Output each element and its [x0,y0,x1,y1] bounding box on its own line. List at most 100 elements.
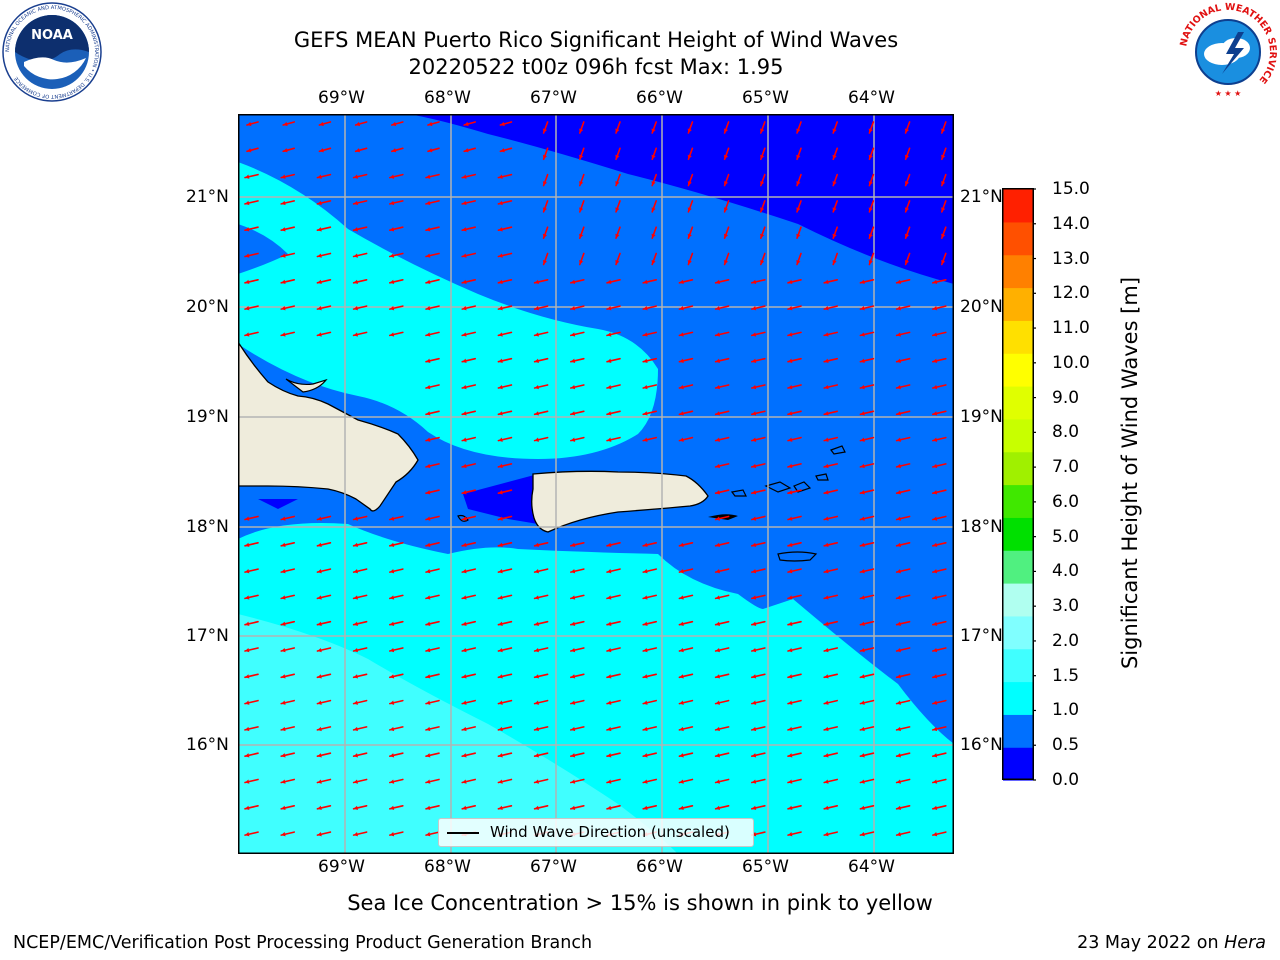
wave-direction-arrowhead [426,595,431,600]
wave-direction-arrowhead [904,154,910,160]
wave-direction-arrowhead [579,154,584,160]
wave-direction-arrowhead [283,148,288,153]
wave-direction-arrowhead [534,384,539,390]
colorbar-tick-label: 14.0 [1052,213,1090,234]
wave-direction-arrowhead [607,358,612,363]
wave-direction-arrowhead [355,148,361,153]
colorbar-tick-label: 3.0 [1052,596,1080,617]
wave-direction-arrowhead [462,700,467,705]
wave-direction-arrowhead [788,411,793,416]
wave-direction-arrowhead [788,279,793,285]
wave-direction-arrowhead [788,437,793,442]
colorbar-band [1003,451,1033,486]
wave-direction-arrowhead [715,805,720,811]
wave-direction-arrowhead [932,779,938,784]
wave-direction-arrowhead [715,516,720,521]
wave-direction-arrowhead [824,358,829,363]
wave-direction-arrowhead [498,516,503,521]
lat-tick-right: 16°N [960,735,1003,755]
wave-direction-arrowhead [796,233,801,239]
wave-direction-arrowhead [498,805,503,811]
wave-direction-arrowhead [788,779,793,784]
wave-direction-arrowhead [932,279,938,285]
lon-tick-top: 68°W [424,88,471,108]
wave-direction-arrowhead [426,332,431,337]
wave-direction-arrowhead [896,306,901,311]
wave-direction-arrowhead [353,174,358,179]
wave-direction-arrowhead [462,569,467,574]
wave-direction-arrowhead [281,253,286,258]
wave-direction-arrowhead [687,233,692,239]
wave-direction-arrowhead [643,279,648,285]
colorbar-band [1003,583,1033,617]
wave-direction-arrowhead [462,595,467,600]
wave-direction-arrowhead [281,516,286,521]
wave-direction-arrowhead [715,358,720,363]
wave-direction-arrowhead [723,233,729,239]
wave-direction-arrowhead [679,542,684,548]
wave-direction-arrowhead [570,621,576,626]
colorbar-tick-label: 6.0 [1052,491,1080,512]
wave-direction-arrowhead [679,437,684,442]
colorbar-tick-label: 12.0 [1052,283,1090,304]
wave-direction-arrowhead [426,279,431,285]
wave-direction-arrowhead [281,779,286,784]
wave-direction-arrowhead [860,779,865,784]
wave-direction-arrowhead [245,542,250,548]
wave-direction-arrowhead [723,154,729,160]
wave-direction-arrowhead [751,358,757,363]
wave-direction-arrowhead [245,805,250,811]
wave-direction-arrowhead [498,726,503,732]
wave-direction-arrowhead [788,542,793,548]
colorbar-band [1003,615,1033,650]
wave-direction-arrowhead [353,621,358,626]
wave-direction-arrowhead [500,121,505,127]
wave-direction-arrowhead [715,332,720,337]
wave-direction-arrowhead [353,253,358,258]
wave-direction-arrowhead [796,259,801,265]
colorbar-tick-label: 13.0 [1052,248,1090,269]
wave-direction-arrowhead [281,595,286,600]
wave-direction-arrowhead [723,259,729,265]
wave-direction-arrowhead [896,805,901,811]
wave-direction-arrowhead [824,516,829,521]
wave-direction-arrowhead [570,647,576,653]
wave-direction-arrowhead [679,306,684,311]
wave-direction-arrowhead [389,174,395,179]
wave-direction-arrowhead [788,832,793,837]
wave-direction-arrowhead [534,279,539,285]
wave-direction-arrowhead [428,148,433,153]
wave-direction-arrowhead [317,674,322,679]
wave-direction-arrowhead [679,621,684,626]
wave-direction-arrowhead [245,832,250,837]
map-legend: Wind Wave Direction (unscaled) [438,818,754,847]
wave-direction-arrowhead [498,647,503,653]
colorbar-tick-label: 7.0 [1052,457,1080,478]
wave-direction-arrowhead [391,121,397,127]
wave-direction-arrowhead [751,569,757,574]
wave-band-0.0-0.5 [408,114,954,284]
wave-direction-arrowhead [281,306,286,311]
legend-label: Wind Wave Direction (unscaled) [490,823,730,841]
wave-direction-arrowhead [715,542,720,548]
wave-direction-arrowhead [281,569,286,574]
wave-direction-arrowhead [860,726,865,732]
wave-direction-arrowhead [247,148,252,153]
wave-direction-arrowhead [715,437,720,442]
wave-direction-arrowhead [542,181,548,186]
wave-direction-arrowhead [607,805,612,811]
wave-direction-arrowhead [319,148,324,153]
lon-tick-top: 67°W [530,88,577,108]
wave-direction-arrowhead [941,207,946,212]
wave-direction-arrowhead [715,463,720,469]
wave-direction-arrowhead [462,516,467,521]
lon-tick-top: 64°W [848,88,895,108]
wave-direction-arrowhead [353,700,358,705]
wave-direction-arrowhead [353,779,358,784]
lon-tick-bottom: 65°W [742,857,789,877]
wave-direction-arrowhead [615,233,620,239]
wave-direction-arrowhead [643,726,648,732]
lon-tick-bottom: 68°W [424,857,471,877]
wave-direction-arrowhead [715,779,720,784]
wave-direction-arrowhead [281,227,286,232]
